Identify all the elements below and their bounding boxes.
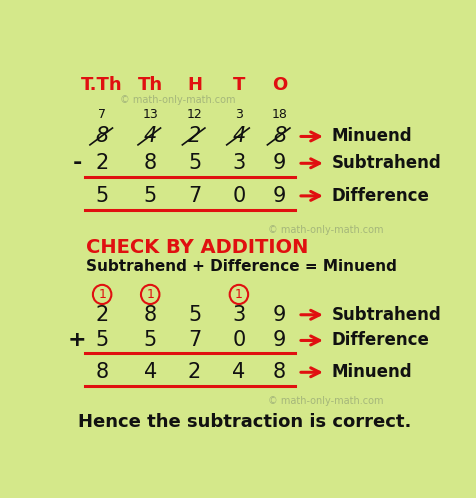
Text: 5: 5 xyxy=(188,305,201,325)
Text: Subtrahend + Difference = Minuend: Subtrahend + Difference = Minuend xyxy=(85,258,396,273)
Text: 1: 1 xyxy=(235,288,242,301)
Text: 5: 5 xyxy=(95,186,109,206)
Text: 1: 1 xyxy=(98,288,106,301)
Text: 3: 3 xyxy=(235,108,242,121)
Text: 3: 3 xyxy=(232,305,245,325)
Text: 8: 8 xyxy=(272,126,286,146)
Text: 2: 2 xyxy=(95,153,109,173)
Text: Subtrahend: Subtrahend xyxy=(331,154,440,172)
Text: O: O xyxy=(271,76,287,94)
Text: 9: 9 xyxy=(272,153,286,173)
Text: 3: 3 xyxy=(232,153,245,173)
Text: 0: 0 xyxy=(232,186,245,206)
Text: Minuend: Minuend xyxy=(331,363,411,381)
Text: Th: Th xyxy=(138,76,162,94)
Text: 8: 8 xyxy=(272,362,286,382)
Text: 5: 5 xyxy=(95,331,109,351)
Text: +: + xyxy=(68,331,87,351)
Text: 4: 4 xyxy=(232,126,245,146)
Text: T: T xyxy=(232,76,245,94)
Text: © math-only-math.com: © math-only-math.com xyxy=(120,95,235,105)
Text: Difference: Difference xyxy=(331,332,428,350)
Text: 1: 1 xyxy=(146,288,154,301)
Text: H: H xyxy=(187,76,202,94)
Text: 5: 5 xyxy=(143,331,157,351)
Text: 7: 7 xyxy=(188,186,201,206)
Text: 8: 8 xyxy=(143,153,157,173)
FancyBboxPatch shape xyxy=(55,55,433,448)
Text: 4: 4 xyxy=(143,126,157,146)
Text: 8: 8 xyxy=(143,305,157,325)
Text: 0: 0 xyxy=(232,331,245,351)
Text: 8: 8 xyxy=(95,362,109,382)
Text: 5: 5 xyxy=(143,186,157,206)
Text: 7: 7 xyxy=(98,108,106,121)
Text: Minuend: Minuend xyxy=(331,127,411,145)
Text: Hence the subtraction is correct.: Hence the subtraction is correct. xyxy=(78,413,410,431)
Text: 8: 8 xyxy=(95,126,109,146)
Text: CHECK BY ADDITION: CHECK BY ADDITION xyxy=(85,238,307,257)
Text: 7: 7 xyxy=(188,331,201,351)
Text: T.Th: T.Th xyxy=(81,76,123,94)
Text: 2: 2 xyxy=(95,305,109,325)
Text: 12: 12 xyxy=(186,108,202,121)
Text: -: - xyxy=(72,153,82,173)
Text: 4: 4 xyxy=(232,362,245,382)
Text: 9: 9 xyxy=(272,331,286,351)
Text: 5: 5 xyxy=(188,153,201,173)
Text: © math-only-math.com: © math-only-math.com xyxy=(268,396,383,406)
Text: 4: 4 xyxy=(143,362,157,382)
Text: Difference: Difference xyxy=(331,187,428,205)
Text: 2: 2 xyxy=(188,362,201,382)
Text: 13: 13 xyxy=(142,108,158,121)
Text: Subtrahend: Subtrahend xyxy=(331,306,440,324)
Text: © math-only-math.com: © math-only-math.com xyxy=(268,226,383,236)
Text: 18: 18 xyxy=(271,108,287,121)
Text: 9: 9 xyxy=(272,305,286,325)
Text: 9: 9 xyxy=(272,186,286,206)
Text: 2: 2 xyxy=(188,126,201,146)
